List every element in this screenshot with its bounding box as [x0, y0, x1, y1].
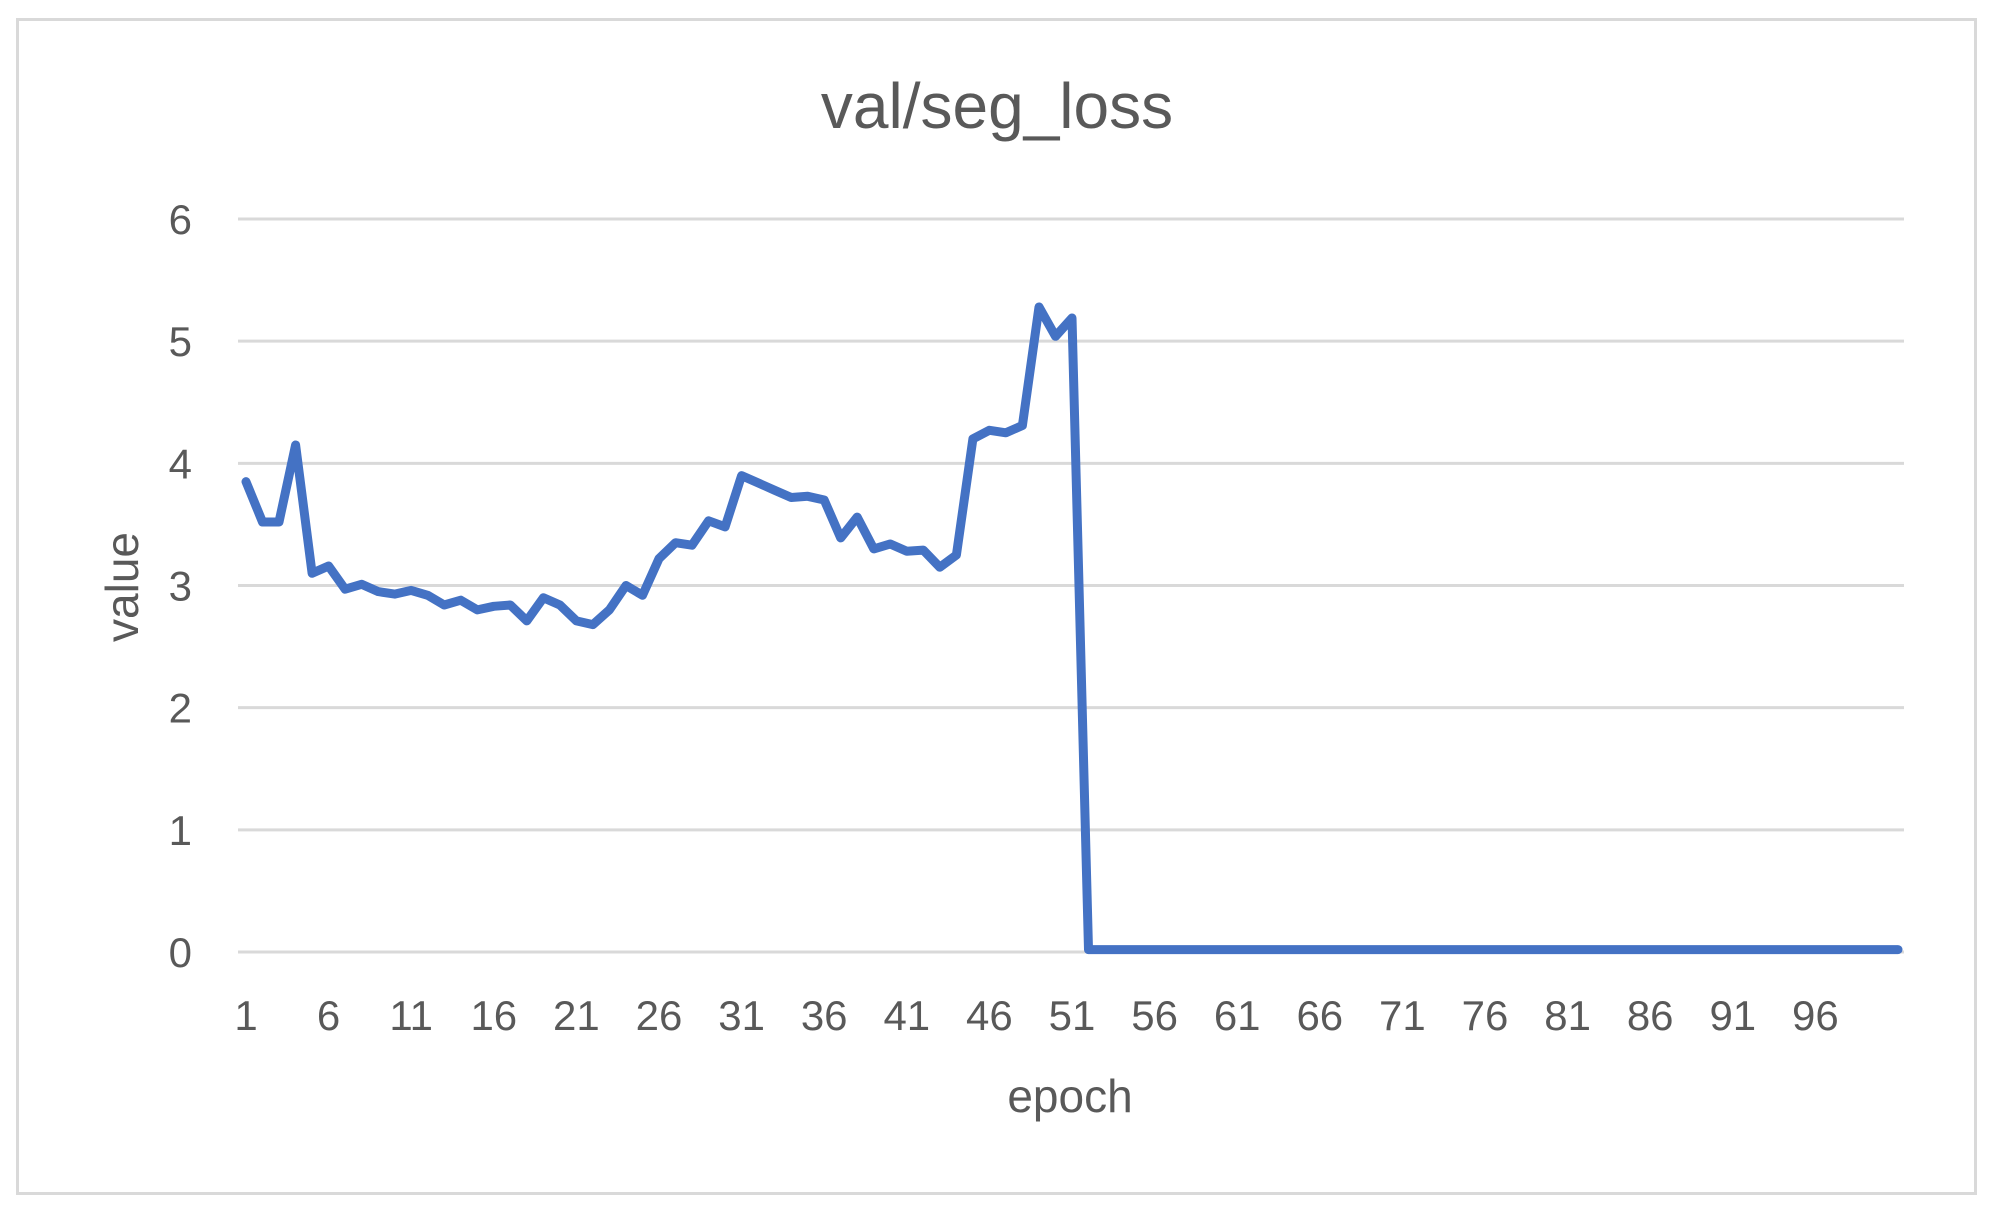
y-tick-label: 6 [169, 196, 192, 243]
x-tick-label: 61 [1214, 992, 1261, 1039]
chart-title: val/seg_loss [821, 70, 1173, 142]
x-tick-label: 21 [553, 992, 600, 1039]
x-tick-label: 16 [470, 992, 517, 1039]
x-tick-labels: 1 6 11 16 21 26 31 36 41 46 51 56 61 66 71 76 81 86 91 96 [234, 992, 1838, 1039]
x-axis-label: epoch [1007, 1070, 1132, 1122]
y-tick-label: 0 [169, 929, 192, 976]
x-tick-label: 71 [1379, 992, 1426, 1039]
x-tick-label: 6 [317, 992, 340, 1039]
x-tick-label: 86 [1627, 992, 1674, 1039]
x-tick-label: 66 [1296, 992, 1343, 1039]
x-tick-label: 1 [234, 992, 257, 1039]
series-line [241, 302, 1903, 955]
y-tick-label: 5 [169, 318, 192, 365]
x-tick-label: 81 [1544, 992, 1591, 1039]
x-tick-label: 41 [883, 992, 930, 1039]
y-tick-label: 4 [169, 440, 192, 487]
x-tick-label: 51 [1049, 992, 1096, 1039]
chart-frame [16, 18, 1977, 1195]
x-tick-label: 56 [1131, 992, 1178, 1039]
y-axis-label: value [96, 532, 148, 642]
x-tick-label: 46 [966, 992, 1013, 1039]
x-tick-label: 96 [1792, 992, 1839, 1039]
x-tick-label: 11 [389, 992, 433, 1039]
y-tick-label: 1 [169, 807, 192, 854]
y-tick-label: 2 [169, 685, 192, 732]
y-tick-label: 3 [169, 563, 192, 610]
x-tick-label: 91 [1709, 992, 1756, 1039]
y-tick-labels: 0 1 2 3 4 5 6 [169, 196, 192, 976]
x-tick-label: 26 [636, 992, 683, 1039]
x-tick-label: 31 [718, 992, 765, 1039]
x-tick-label: 36 [801, 992, 848, 1039]
series-group [241, 302, 1903, 955]
x-tick-label: 76 [1462, 992, 1509, 1039]
